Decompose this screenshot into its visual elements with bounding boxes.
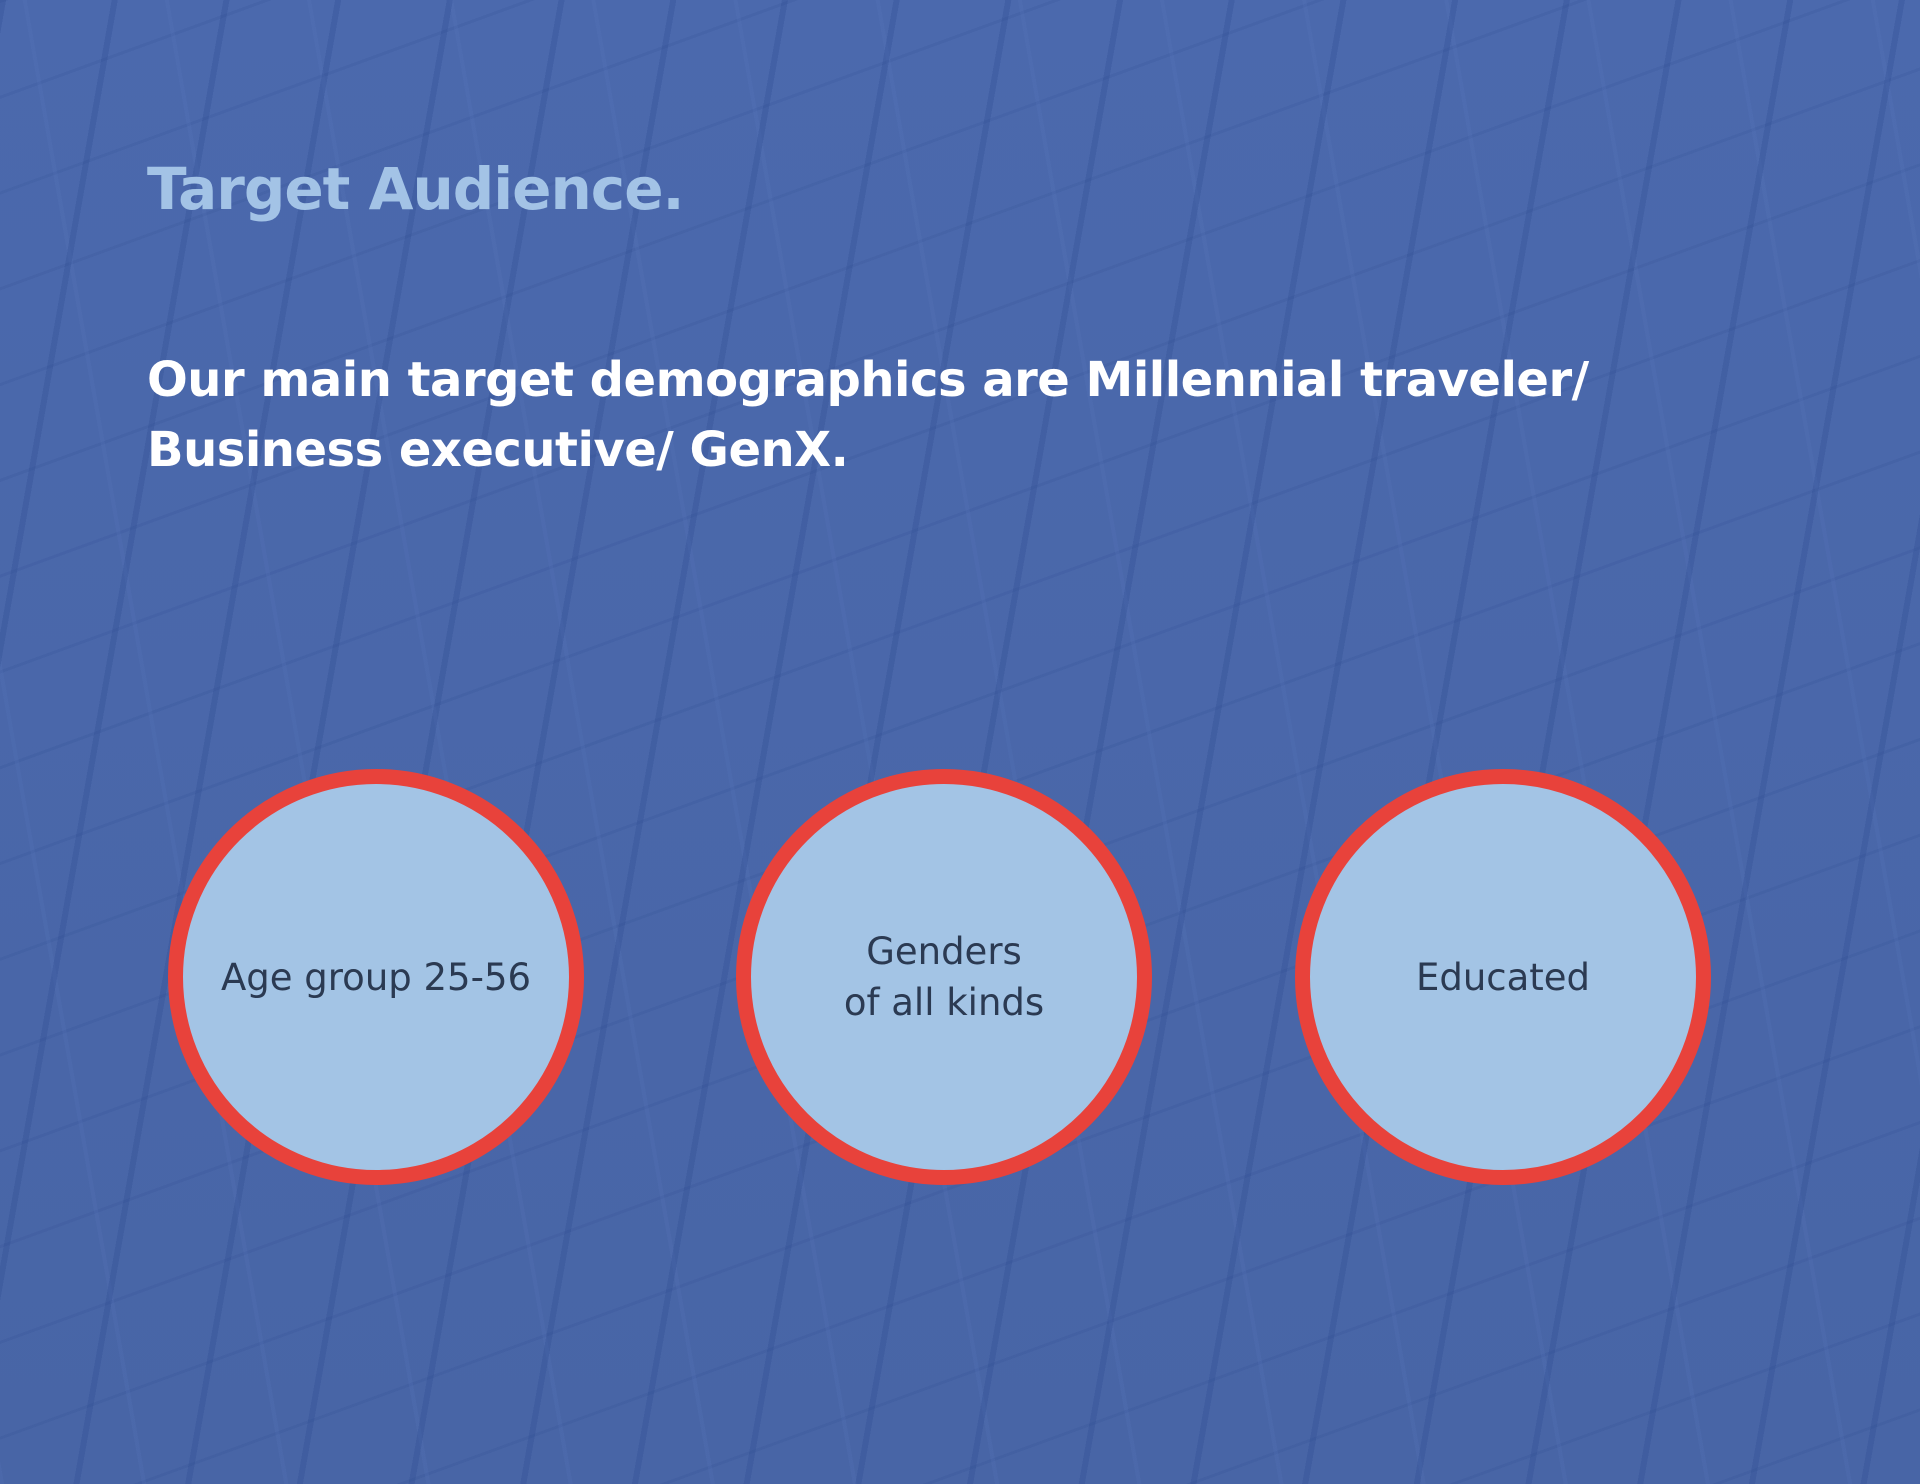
slide-title: Target Audience. (147, 155, 685, 223)
circle-label: Educated (1415, 955, 1591, 999)
circle-label: Age group 25-56 (220, 955, 532, 999)
circle-label: Genders (866, 930, 1022, 973)
slide-body-text: Our main target demographics are Millenn… (147, 352, 1589, 478)
circle-age-group: Age group 25-56 (168, 769, 584, 1185)
circle-educated: Educated (1295, 769, 1711, 1185)
circle-label-line2: of all kinds (843, 981, 1045, 1024)
circle-genders: Genders of all kinds (736, 769, 1152, 1185)
